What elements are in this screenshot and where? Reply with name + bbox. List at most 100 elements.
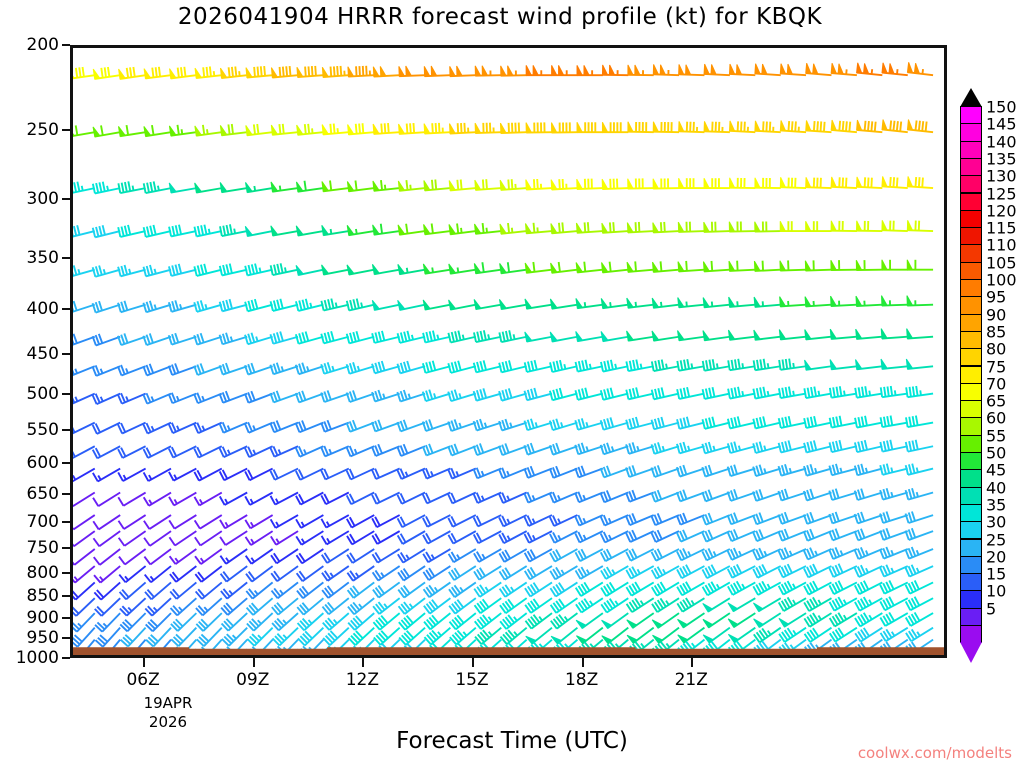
wind-barb (119, 597, 147, 617)
wind-barb (320, 530, 350, 546)
colorbar-label: 25 (986, 530, 1007, 549)
wind-barb (803, 386, 832, 399)
y-tick (62, 657, 70, 659)
wind-barb (371, 264, 400, 276)
wind-barb (702, 260, 730, 273)
wind-barb (297, 626, 325, 647)
wind-barb (448, 223, 476, 236)
wind-barb (269, 514, 299, 529)
wind-barb (93, 565, 121, 584)
y-tick-label: 250 (26, 119, 59, 140)
wind-barb (828, 563, 858, 578)
wind-barb (447, 330, 477, 344)
wind-barb (498, 514, 528, 528)
wind-barb (167, 300, 197, 313)
wind-barb (423, 626, 452, 646)
wind-barb (727, 386, 756, 400)
wind-barb (321, 581, 350, 599)
wind-barb (269, 420, 299, 434)
wind-barb (752, 597, 782, 613)
wind-barb (372, 122, 400, 135)
wind-barb (627, 64, 654, 77)
wind-barb (347, 65, 375, 78)
wind-barb (879, 487, 909, 501)
wind-barb (320, 419, 350, 433)
wind-barb (879, 626, 909, 643)
wind-barb (219, 66, 248, 79)
wind-barb (269, 331, 299, 345)
wind-barb (396, 491, 426, 505)
wind-barb (396, 530, 426, 545)
wind-barb (219, 123, 248, 137)
wind-barb (73, 365, 96, 376)
wind-barb (753, 296, 781, 308)
wind-barb (678, 177, 705, 190)
wind-barb (448, 299, 477, 311)
wind-barb (728, 63, 756, 77)
colorbar-cell (960, 486, 982, 505)
wind-barb (802, 488, 832, 502)
x-tick-label: 09Z (236, 670, 270, 690)
wind-barb (346, 581, 375, 599)
wind-barb (625, 529, 655, 543)
colorbar-cell (960, 382, 982, 402)
wind-barb (170, 627, 198, 647)
wind-barb (625, 465, 655, 478)
wind-barb (754, 177, 781, 190)
wind-barb (499, 122, 527, 134)
wind-barb (94, 627, 121, 648)
wind-barb (777, 415, 807, 429)
colorbar-cell (960, 555, 982, 575)
wind-barb (194, 182, 222, 194)
y-tick (62, 128, 70, 131)
wind-barb (779, 260, 807, 272)
wind-barb (144, 581, 172, 601)
y-tick (62, 257, 70, 260)
date-year: 2026 (148, 713, 188, 731)
wind-barb (447, 491, 477, 505)
wind-barb (549, 359, 578, 373)
wind-barb (828, 463, 858, 477)
colorbar-cell (960, 469, 982, 488)
wind-barb (879, 611, 909, 627)
colorbar-top-arrow (960, 88, 982, 107)
colorbar-cell (960, 106, 982, 125)
wind-barb (727, 612, 756, 628)
wind-barb (73, 181, 95, 194)
wind-barb (193, 514, 223, 530)
wind-barb (777, 440, 807, 454)
wind-barb (168, 467, 197, 482)
wind-barb (295, 265, 324, 276)
wind-barb (372, 597, 401, 615)
x-tick (143, 658, 146, 667)
wind-barb (881, 176, 908, 190)
y-tick-label: 650 (26, 483, 59, 504)
wind-barb (575, 222, 603, 234)
wind-barb (320, 467, 350, 481)
wind-barb (524, 597, 553, 614)
colorbar-cell (960, 625, 982, 644)
wind-barb (398, 65, 426, 78)
wind-barb (269, 467, 299, 481)
wind-barb (498, 491, 528, 504)
wind-barb (345, 362, 375, 375)
wind-barb (220, 597, 248, 616)
wind-barb (244, 491, 274, 506)
wind-barb (423, 122, 451, 135)
terrain-fill (73, 647, 944, 655)
wind-barb (73, 467, 96, 483)
wind-barb (830, 259, 857, 272)
wind-barb (244, 467, 274, 482)
wind-barb (167, 421, 197, 434)
x-tick (252, 658, 255, 667)
y-tick (62, 595, 70, 598)
wind-barb (574, 581, 604, 597)
wind-barb (345, 390, 375, 403)
wind-barb (322, 612, 350, 631)
colorbar-label: 110 (986, 235, 1017, 255)
wind-barb (143, 530, 172, 547)
wind-barb (575, 261, 603, 274)
wind-barb (447, 514, 477, 528)
wind-barb (599, 465, 629, 479)
wind-barb (169, 66, 197, 80)
